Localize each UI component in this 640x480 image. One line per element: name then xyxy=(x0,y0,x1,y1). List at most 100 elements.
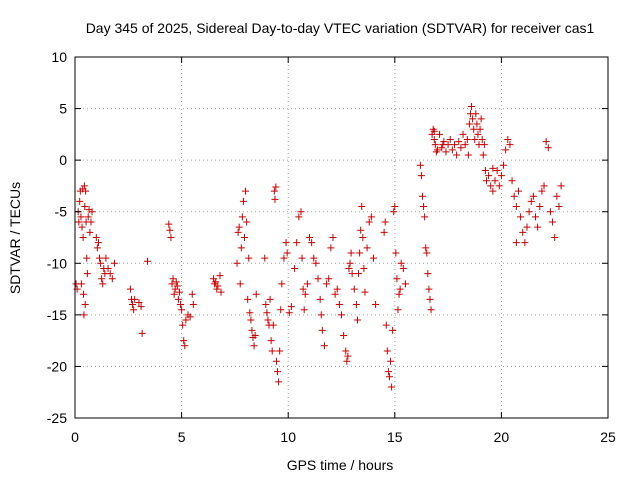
y-tick-label: -5 xyxy=(55,204,68,220)
data-point xyxy=(480,141,488,149)
data-point xyxy=(316,295,324,303)
data-point xyxy=(275,378,283,386)
data-point xyxy=(385,373,393,381)
data-point xyxy=(291,264,299,272)
data-point xyxy=(353,316,361,324)
data-point xyxy=(83,254,91,262)
data-point xyxy=(333,285,341,293)
data-point xyxy=(495,182,503,190)
data-point xyxy=(474,130,482,138)
data-point xyxy=(277,306,285,314)
y-tick-label: 10 xyxy=(51,49,67,65)
data-point xyxy=(295,213,303,221)
data-point xyxy=(420,203,428,211)
x-tick-label: 0 xyxy=(71,429,79,445)
data-point xyxy=(393,275,401,283)
data-point xyxy=(297,208,305,216)
data-point xyxy=(278,280,286,288)
data-point xyxy=(327,244,335,252)
data-point xyxy=(173,282,181,290)
data-point xyxy=(500,161,508,169)
data-point xyxy=(80,290,88,298)
data-point xyxy=(542,138,550,146)
y-tick-label: -10 xyxy=(47,255,67,271)
data-point xyxy=(216,272,224,280)
data-point xyxy=(266,295,274,303)
data-point xyxy=(186,313,194,321)
data-point xyxy=(180,337,188,345)
data-point xyxy=(129,301,137,309)
data-point xyxy=(396,285,404,293)
data-point xyxy=(308,239,316,247)
data-point xyxy=(340,331,348,339)
data-point xyxy=(464,151,472,159)
data-point xyxy=(365,218,373,226)
data-point xyxy=(320,342,328,350)
data-point xyxy=(395,290,403,298)
data-point xyxy=(549,218,557,226)
data-point xyxy=(331,290,339,298)
data-point xyxy=(348,270,356,278)
data-point xyxy=(217,288,225,296)
data-point xyxy=(345,264,353,272)
data-point xyxy=(521,239,529,247)
data-point xyxy=(293,239,301,247)
data-point xyxy=(417,172,425,180)
data-point xyxy=(88,208,96,216)
data-point xyxy=(357,226,365,234)
data-point xyxy=(76,197,84,205)
y-axis-label: SDTVAR / TECUs xyxy=(7,182,23,294)
data-point xyxy=(424,270,432,278)
data-point xyxy=(479,151,487,159)
data-point xyxy=(427,306,435,314)
data-point xyxy=(235,223,243,231)
data-point xyxy=(491,177,499,185)
data-point xyxy=(104,264,112,272)
data-point xyxy=(237,244,245,252)
data-point xyxy=(130,306,138,314)
x-tick-label: 20 xyxy=(494,429,510,445)
data-point xyxy=(287,303,295,311)
data-point xyxy=(394,306,402,314)
y-tick-label: -20 xyxy=(47,358,67,374)
data-point xyxy=(270,187,278,195)
data-point xyxy=(384,368,392,376)
data-point xyxy=(243,218,251,226)
data-point xyxy=(519,228,527,236)
data-point xyxy=(102,254,110,262)
data-point xyxy=(440,138,448,146)
axis-ticks: 0 5 10 15 20 25 -25 -20 -15 -10 -5 0 5 10 xyxy=(47,49,616,445)
data-point xyxy=(98,275,106,283)
data-point xyxy=(363,244,371,252)
data-point xyxy=(489,187,497,195)
data-point xyxy=(264,316,272,324)
data-point xyxy=(263,309,271,317)
data-points xyxy=(72,103,565,391)
data-point xyxy=(245,254,253,262)
x-tick-label: 5 xyxy=(178,429,186,445)
data-point xyxy=(392,249,400,257)
data-point xyxy=(551,234,559,241)
data-point xyxy=(358,203,366,211)
data-point xyxy=(318,326,326,334)
data-point xyxy=(335,301,343,309)
data-point xyxy=(106,270,114,278)
data-point xyxy=(80,182,88,190)
data-point xyxy=(131,295,139,303)
data-point xyxy=(356,249,364,257)
data-point xyxy=(93,244,101,252)
data-point xyxy=(323,280,331,288)
data-point xyxy=(472,110,480,118)
data-point xyxy=(430,136,438,144)
data-point xyxy=(497,172,505,180)
data-point xyxy=(81,203,89,211)
data-point xyxy=(99,280,107,288)
data-point xyxy=(422,244,430,252)
data-point xyxy=(388,383,396,391)
data-point xyxy=(510,192,518,200)
data-point xyxy=(512,203,520,211)
data-point xyxy=(280,254,288,262)
data-point xyxy=(165,220,173,228)
data-point xyxy=(212,278,220,286)
